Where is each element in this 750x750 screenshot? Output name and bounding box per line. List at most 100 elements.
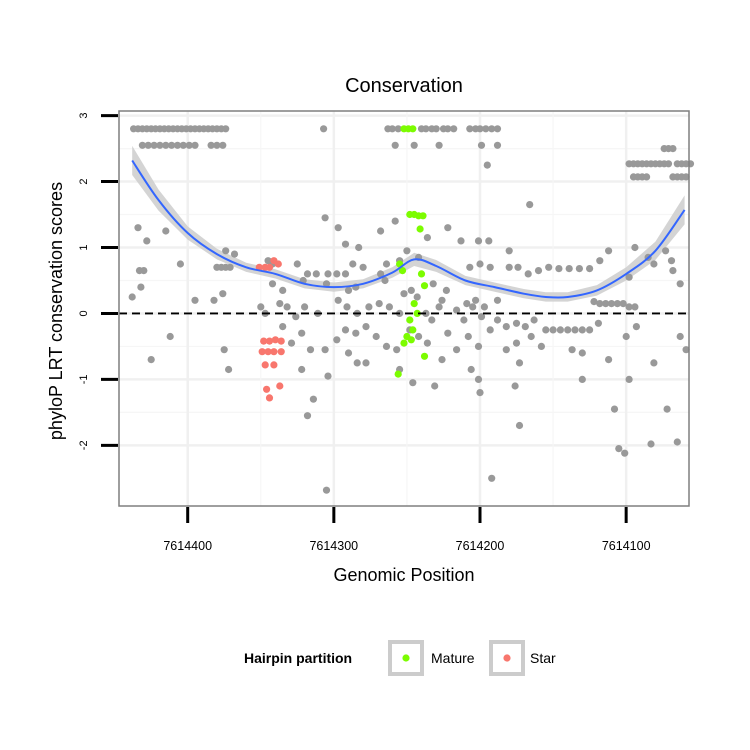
other-point	[222, 125, 230, 133]
other-point	[488, 474, 496, 482]
other-point	[438, 356, 446, 364]
other-point	[596, 257, 604, 265]
other-point	[474, 375, 483, 383]
other-point	[333, 336, 341, 344]
other-point	[423, 339, 431, 347]
other-point	[466, 263, 474, 271]
other-point	[578, 375, 586, 383]
other-point	[625, 273, 633, 281]
other-point	[493, 125, 502, 133]
other-point	[422, 125, 430, 133]
other-point	[400, 290, 408, 298]
x-axis-label: Genomic Position	[333, 565, 474, 585]
other-point	[610, 405, 619, 413]
loess-line	[131, 159, 686, 299]
other-point	[493, 141, 502, 149]
other-point	[377, 227, 385, 235]
other-point	[287, 339, 296, 347]
star-point	[265, 263, 274, 271]
legend-swatch-mature	[402, 654, 410, 662]
other-point	[502, 346, 510, 354]
other-point	[173, 141, 182, 149]
other-point	[664, 160, 673, 168]
other-point	[283, 303, 291, 311]
other-point	[207, 141, 215, 149]
mature-point	[407, 336, 415, 344]
other-point	[669, 267, 677, 275]
other-point	[365, 303, 373, 311]
other-point	[650, 359, 658, 367]
other-point	[382, 342, 391, 350]
other-point	[312, 270, 320, 278]
other-point	[276, 300, 284, 308]
other-point	[324, 270, 332, 278]
other-point	[156, 141, 164, 149]
x-tick-label: 7614200	[456, 539, 505, 553]
other-point	[143, 237, 151, 245]
y-tick-label: -1	[78, 375, 90, 385]
x-tick-label: 7614400	[163, 539, 212, 553]
other-point	[631, 243, 639, 252]
other-point	[377, 270, 385, 278]
other-point	[676, 332, 684, 341]
star-point	[265, 337, 274, 345]
other-point	[435, 303, 443, 311]
other-point	[343, 303, 351, 311]
other-point	[515, 421, 524, 430]
other-point	[268, 280, 277, 288]
other-point	[403, 247, 411, 255]
data-points	[128, 125, 695, 494]
other-point	[669, 145, 677, 153]
other-point	[480, 303, 488, 311]
mature-point	[409, 326, 417, 334]
other-point	[301, 303, 309, 311]
legend-label-star: Star	[530, 650, 556, 666]
other-point	[586, 265, 594, 273]
other-point	[334, 296, 342, 304]
other-point	[575, 265, 584, 273]
other-point	[322, 486, 331, 494]
other-point	[486, 326, 494, 334]
other-point	[162, 141, 170, 149]
other-point	[303, 412, 312, 420]
y-tick-label: 3	[78, 113, 90, 119]
other-point	[375, 300, 383, 308]
other-point	[352, 329, 360, 337]
other-point	[542, 326, 550, 334]
other-point	[137, 283, 145, 291]
other-point	[621, 449, 629, 457]
mature-point	[406, 316, 414, 324]
other-point	[549, 326, 557, 334]
other-point	[341, 240, 350, 248]
other-point	[413, 293, 421, 301]
other-point	[444, 125, 452, 133]
other-point	[303, 270, 312, 278]
other-point	[555, 265, 563, 273]
other-point	[185, 141, 193, 149]
other-point	[457, 237, 465, 245]
other-point	[435, 141, 443, 149]
other-point	[362, 323, 370, 331]
mature-point	[420, 352, 429, 360]
other-point	[353, 359, 361, 367]
star-point	[276, 382, 284, 390]
other-point	[556, 326, 565, 334]
other-point	[344, 349, 353, 357]
y-tick-label: -2	[78, 440, 90, 450]
other-point	[309, 395, 317, 403]
other-point	[565, 265, 573, 273]
other-point	[322, 280, 331, 288]
other-point	[476, 125, 484, 133]
legend-title: Hairpin partition	[244, 650, 352, 666]
mature-point	[410, 300, 418, 308]
star-point	[260, 337, 268, 345]
other-point	[564, 326, 572, 334]
other-point	[594, 319, 603, 327]
other-point	[298, 365, 306, 374]
other-point	[444, 224, 452, 232]
other-point	[355, 243, 363, 252]
other-point	[477, 313, 486, 321]
other-point	[512, 339, 521, 347]
other-point	[586, 326, 594, 334]
mature-point	[419, 212, 427, 220]
